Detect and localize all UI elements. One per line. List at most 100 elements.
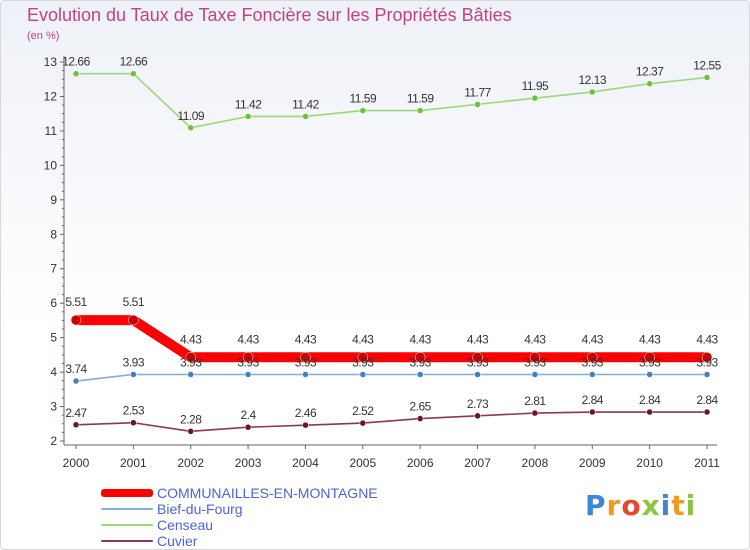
data-point bbox=[703, 408, 711, 416]
data-label: 2.28 bbox=[180, 412, 202, 426]
x-tick-label: 2000 bbox=[63, 456, 90, 470]
data-label: 3.93 bbox=[237, 356, 259, 370]
data-label: 12.13 bbox=[579, 73, 607, 87]
y-tick-label: 13 bbox=[44, 55, 58, 69]
y-tick-label: 2 bbox=[50, 434, 57, 448]
data-label: 2.84 bbox=[582, 393, 604, 407]
data-label: 12.66 bbox=[120, 55, 148, 69]
x-tick-label: 2007 bbox=[464, 456, 491, 470]
legend-item: Censeau bbox=[101, 517, 481, 533]
data-label: 3.93 bbox=[467, 356, 489, 370]
legend-swatch bbox=[101, 524, 153, 526]
series-line-3 bbox=[75, 411, 708, 433]
data-point bbox=[529, 352, 541, 363]
data-point bbox=[72, 377, 80, 385]
data-label: 2.47 bbox=[65, 406, 87, 420]
series-line-2 bbox=[75, 373, 708, 382]
y-tick-label: 10 bbox=[44, 158, 58, 172]
x-tick-label: 2009 bbox=[579, 456, 606, 470]
data-label: 3.93 bbox=[352, 356, 374, 370]
data-point bbox=[474, 371, 481, 378]
unit-label: (en %) bbox=[27, 30, 60, 42]
logo-letter: r bbox=[606, 489, 622, 522]
data-point bbox=[701, 352, 713, 363]
data-label: 2.84 bbox=[696, 393, 718, 407]
data-label: 3.93 bbox=[180, 356, 202, 370]
data-point bbox=[589, 371, 596, 378]
data-point bbox=[300, 352, 311, 363]
legend-swatch bbox=[101, 508, 153, 510]
legend-label: Cuvier bbox=[157, 533, 198, 549]
data-label: 3.93 bbox=[410, 356, 432, 370]
logo-letter: i bbox=[685, 489, 697, 522]
series-line-1 bbox=[71, 315, 712, 363]
data-label: 3.93 bbox=[123, 356, 145, 370]
data-point bbox=[359, 419, 367, 427]
data-label: 11.95 bbox=[522, 79, 549, 93]
data-label: 2.53 bbox=[123, 404, 145, 418]
data-point bbox=[589, 408, 596, 416]
x-tick-label: 2004 bbox=[292, 456, 319, 470]
x-tick-label: 2001 bbox=[120, 456, 147, 470]
legend-label: COMMUNAILLES-EN-MONTAGNE bbox=[157, 485, 378, 501]
y-tick-label: 6 bbox=[50, 296, 57, 310]
data-label: 12.55 bbox=[693, 59, 721, 73]
data-point bbox=[359, 371, 367, 378]
data-point bbox=[416, 371, 424, 378]
data-point bbox=[359, 107, 367, 114]
data-point bbox=[474, 412, 481, 420]
data-point bbox=[244, 113, 252, 120]
data-point bbox=[302, 371, 309, 378]
data-point bbox=[130, 70, 137, 77]
logo-letter: P bbox=[585, 489, 607, 522]
data-label: 4.43 bbox=[180, 332, 202, 346]
data-point bbox=[244, 423, 252, 431]
data-point bbox=[70, 314, 82, 326]
data-point bbox=[472, 352, 483, 363]
data-label: 11.42 bbox=[292, 97, 319, 111]
data-point bbox=[646, 371, 653, 378]
y-tick-label: 5 bbox=[50, 331, 57, 345]
x-tick-label: 2006 bbox=[407, 456, 434, 470]
logo-letter: x bbox=[641, 489, 661, 522]
data-label: 3.93 bbox=[524, 356, 546, 370]
data-label: 5.51 bbox=[123, 295, 145, 309]
data-point bbox=[644, 352, 655, 363]
data-label: 2.4 bbox=[240, 408, 256, 422]
x-tick-label: 2010 bbox=[636, 456, 663, 470]
y-tick-label: 8 bbox=[50, 227, 57, 241]
x-tick-label: 2008 bbox=[522, 456, 549, 470]
data-point bbox=[646, 80, 653, 87]
data-label: 4.43 bbox=[237, 332, 259, 346]
legend-swatch bbox=[101, 540, 153, 542]
data-point bbox=[587, 352, 598, 363]
data-point bbox=[187, 124, 194, 132]
legend-item: COMMUNAILLES-EN-MONTAGNE bbox=[101, 485, 481, 501]
y-tick-label: 12 bbox=[44, 89, 58, 103]
data-label: 4.43 bbox=[696, 332, 718, 346]
data-point bbox=[531, 371, 539, 378]
data-label: 4.43 bbox=[582, 332, 604, 346]
data-label: 11.77 bbox=[464, 85, 491, 99]
logo-letter: o bbox=[621, 489, 642, 522]
data-label: 4.43 bbox=[295, 332, 317, 346]
data-point bbox=[703, 371, 711, 378]
data-point bbox=[302, 421, 309, 429]
data-label: 3.93 bbox=[639, 356, 661, 370]
logo-letter: i bbox=[660, 489, 672, 522]
data-point bbox=[72, 421, 80, 429]
x-tick-label: 2011 bbox=[694, 456, 720, 470]
data-label: 2.52 bbox=[352, 404, 374, 418]
x-tick-label: 2003 bbox=[235, 456, 262, 470]
data-point bbox=[357, 352, 369, 363]
legend-item: Cuvier bbox=[101, 533, 481, 549]
y-tick-label: 7 bbox=[50, 262, 57, 276]
data-label: 12.37 bbox=[636, 65, 664, 79]
data-label: 4.43 bbox=[639, 332, 661, 346]
data-label: 2.65 bbox=[410, 400, 432, 414]
data-label: 5.51 bbox=[65, 295, 87, 309]
x-tick-label: 2005 bbox=[349, 456, 376, 470]
y-tick-label: 11 bbox=[45, 124, 58, 138]
data-point bbox=[242, 352, 254, 363]
